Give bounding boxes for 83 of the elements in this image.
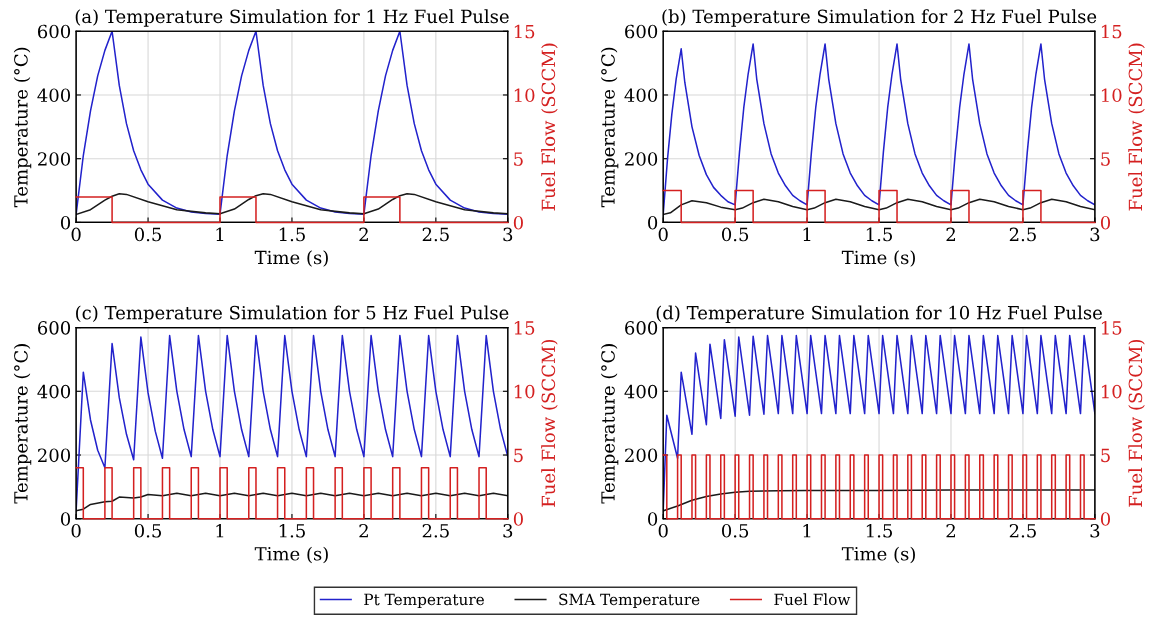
legend-label: Pt Temperature — [364, 593, 484, 609]
legend-label: SMA Temperature — [559, 593, 700, 609]
y2-tick-label: 0 — [513, 215, 523, 230]
y2-tick-label: 0 — [1100, 512, 1111, 526]
y-tick-label: 200 — [625, 448, 658, 463]
y-tick-label: 400 — [624, 88, 658, 103]
x-tick-label: 1.5 — [866, 523, 893, 538]
y-tick-label: 400 — [37, 88, 71, 103]
y2-tick-label: 10 — [514, 88, 535, 103]
x-tick-label: 3 — [1090, 227, 1100, 242]
y2-tick-label: 5 — [1101, 448, 1110, 463]
chart-title: (d) Temperature Simulation for 10 Hz Fuel Pulse — [656, 305, 1102, 323]
x-tick-label: 2 — [359, 523, 368, 538]
x-tick-label: 0 — [71, 227, 81, 242]
x-tick-label: 1.5 — [866, 227, 893, 242]
y-tick-label: 600 — [38, 321, 71, 335]
x-axis-title: Time (s) — [841, 250, 915, 267]
line-series — [663, 198, 1095, 216]
y-axis-title: Temperature (°C) — [13, 47, 32, 208]
y-axis-title: Temperature (°C) — [13, 344, 32, 504]
x-tick-label: 0 — [658, 227, 668, 242]
y-tick-label: 400 — [37, 384, 71, 399]
y2-tick-label: 15 — [1101, 24, 1122, 39]
y2-tick-label: 15 — [514, 321, 535, 335]
x-tick-label: 2.5 — [422, 523, 449, 538]
y2-tick-label: 0 — [513, 512, 523, 526]
x-axis-title: Time (s) — [841, 546, 915, 564]
x-tick-label: 2 — [359, 227, 368, 242]
y-tick-label: 600 — [625, 24, 658, 39]
y2-tick-label: 15 — [514, 24, 535, 39]
y-axis-title: Temperature (°C) — [600, 47, 619, 208]
line-series — [663, 489, 1095, 512]
y-tick-label: 400 — [624, 384, 658, 399]
y2-axis-title: Fuel Flow (SCCM) — [541, 339, 558, 507]
x-tick-label: 1 — [216, 523, 224, 538]
y-tick-label: 200 — [38, 448, 71, 463]
x-tick-label: 3 — [503, 523, 513, 538]
x-tick-label: 0.5 — [134, 523, 162, 538]
y-tick-label: 600 — [38, 24, 71, 39]
x-axis-title: Time (s) — [254, 250, 328, 267]
x-tick-label: 0 — [71, 523, 81, 538]
chart-title: (c) Temperature Simulation for 5 Hz Fuel Pulse — [76, 305, 509, 323]
y2-tick-label: 15 — [1101, 321, 1122, 335]
x-tick-label: 2.5 — [422, 227, 449, 242]
y-tick-label: 0 — [60, 512, 71, 526]
chart-title: (a) Temperature Simulation for 1 Hz Fuel Pulse — [75, 9, 509, 27]
y-tick-label: 0 — [648, 512, 658, 526]
y-tick-label: 0 — [648, 215, 658, 230]
y-tick-label: 200 — [38, 152, 71, 166]
y2-tick-label: 5 — [1101, 152, 1110, 166]
x-tick-label: 1 — [216, 227, 224, 242]
x-tick-label: 1.5 — [279, 523, 305, 538]
line-series — [76, 192, 508, 216]
x-axis-title: Time (s) — [254, 546, 328, 564]
x-tick-label: 0 — [658, 523, 668, 538]
y-tick-label: 200 — [625, 152, 658, 166]
x-tick-label: 2 — [946, 227, 955, 242]
x-tick-label: 2.5 — [1009, 227, 1036, 242]
y-tick-label: 600 — [625, 321, 658, 335]
chart-title: (b) Temperature Simulation for 2 Hz Fuel Pulse — [662, 9, 1097, 27]
line-series — [76, 492, 508, 512]
y-tick-label: 0 — [60, 215, 71, 230]
x-tick-label: 1 — [803, 227, 811, 242]
y2-tick-label: 10 — [1101, 384, 1122, 399]
y2-tick-label: 5 — [514, 448, 523, 463]
y2-tick-label: 10 — [1101, 88, 1122, 103]
y2-tick-label: 0 — [1100, 215, 1111, 230]
y2-axis-title: Fuel Flow (SCCM) — [541, 43, 558, 211]
y-axis-title: Temperature (°C) — [600, 344, 619, 504]
x-tick-label: 3 — [503, 227, 513, 242]
x-tick-label: 0.5 — [134, 227, 162, 242]
x-tick-label: 2 — [946, 523, 955, 538]
y2-tick-label: 5 — [514, 152, 523, 166]
x-tick-label: 1.5 — [279, 227, 305, 242]
x-tick-label: 2.5 — [1009, 523, 1036, 538]
y2-axis-title: Fuel Flow (SCCM) — [1128, 43, 1145, 211]
y2-axis-title: Fuel Flow (SCCM) — [1128, 339, 1145, 507]
legend-label: Fuel Flow — [774, 593, 851, 606]
y2-tick-label: 10 — [514, 384, 535, 399]
x-tick-label: 0.5 — [721, 523, 749, 538]
x-tick-label: 1 — [803, 523, 811, 538]
x-tick-label: 3 — [1090, 523, 1100, 538]
x-tick-label: 0.5 — [721, 227, 749, 242]
